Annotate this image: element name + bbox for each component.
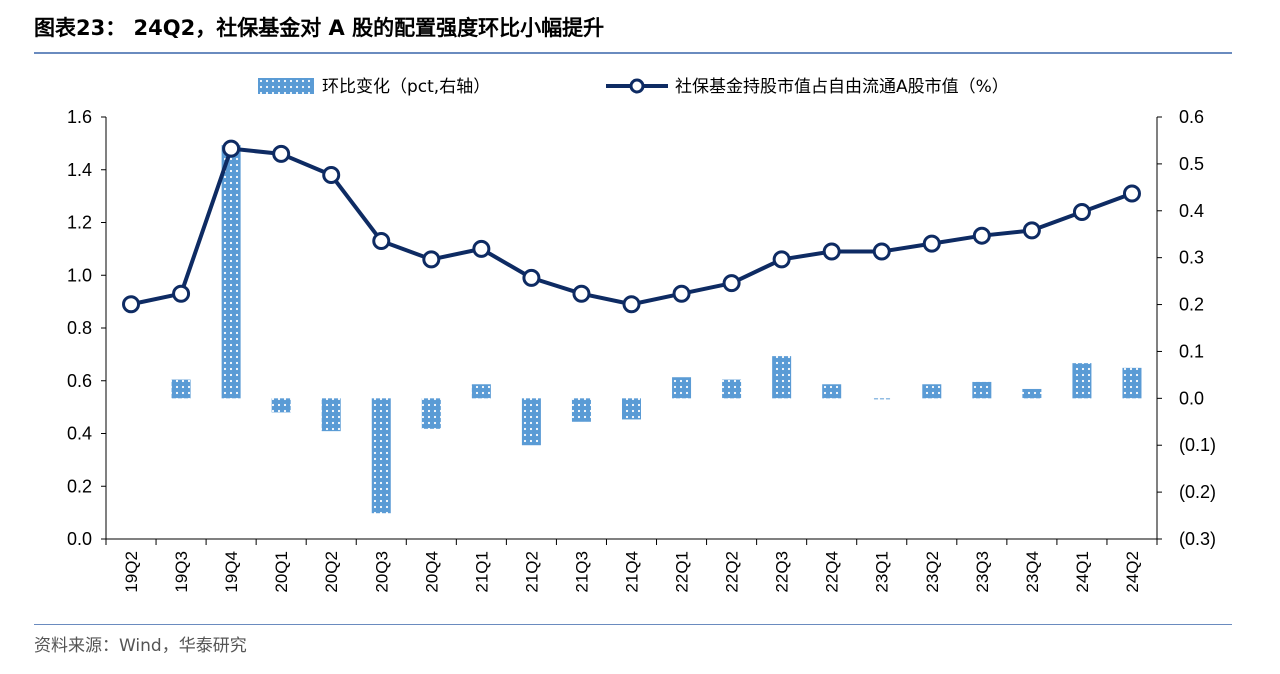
right-tick-label: 0.2 <box>1179 295 1204 315</box>
right-tick-label: (0.3) <box>1179 529 1216 549</box>
right-tick-label: 0.3 <box>1179 248 1204 268</box>
bar-21Q2 <box>521 398 541 446</box>
right-tick-label: 0.1 <box>1179 341 1204 361</box>
legend-line-marker <box>629 78 645 94</box>
right-tick-label: 0.0 <box>1179 388 1204 408</box>
bar-23Q3 <box>972 381 992 399</box>
x-tick-label: 21Q2 <box>522 551 541 593</box>
legend: 环比变化（pct,右轴） 社保基金持股市值占自由流通A股市值（%） <box>258 77 1009 97</box>
x-tick-label: 20Q4 <box>422 551 441 593</box>
bar-23Q2 <box>922 384 942 399</box>
bar-22Q4 <box>822 384 842 399</box>
bar-24Q1 <box>1072 363 1092 399</box>
right-tick-label: 0.6 <box>1179 107 1204 127</box>
legend-bar-label: 环比变化（pct,右轴） <box>322 77 490 97</box>
line-point-23Q1 <box>872 242 891 261</box>
x-tick-labels: 19Q2 19Q3 19Q4 20Q1 20Q2 20Q3 20Q4 21Q1 21Q2 21Q3… <box>122 551 1142 593</box>
line-series <box>122 139 1141 314</box>
left-tick-label: 0.6 <box>67 371 92 391</box>
bar-20Q1 <box>271 398 291 413</box>
line-point-20Q4 <box>422 250 441 269</box>
left-tick-label: 0.4 <box>67 424 92 444</box>
bar-21Q1 <box>471 384 491 399</box>
legend-bar-swatch <box>258 78 314 94</box>
x-tick-label: 19Q4 <box>222 551 241 593</box>
bar-21Q3 <box>571 398 591 422</box>
line-point-21Q1 <box>472 239 491 258</box>
bar-series <box>171 145 1142 514</box>
line-point-19Q3 <box>172 284 191 303</box>
legend-line-label: 社保基金持股市值占自由流通A股市值（%） <box>675 77 1009 97</box>
line-point-22Q3 <box>772 250 791 269</box>
bar-23Q1 <box>872 398 892 400</box>
left-tick-label: 0.2 <box>67 476 92 496</box>
line-path <box>130 146 1133 307</box>
line-point-21Q2 <box>522 268 541 287</box>
x-tick-label: 24Q2 <box>1123 551 1142 593</box>
line-point-22Q4 <box>822 242 841 261</box>
x-tick-label: 21Q4 <box>623 551 642 593</box>
line-point-23Q2 <box>922 234 941 253</box>
x-tick-label: 19Q2 <box>122 551 141 593</box>
x-tick-label: 20Q2 <box>322 551 341 593</box>
line-point-24Q2 <box>1122 184 1141 203</box>
left-tick-label: 1.6 <box>67 107 92 127</box>
line-point-21Q3 <box>572 284 591 303</box>
x-tick-label: 23Q4 <box>1023 551 1042 593</box>
x-tick-label: 22Q4 <box>823 551 842 593</box>
x-tick-label: 24Q1 <box>1073 551 1092 593</box>
bar-20Q3 <box>371 398 391 514</box>
line-point-19Q4 <box>222 139 241 158</box>
left-tick-label: 0.0 <box>67 529 92 549</box>
left-tick-label: 1.0 <box>67 265 92 285</box>
line-point-20Q2 <box>322 166 341 185</box>
top-rule <box>34 52 1232 54</box>
x-tick-label: 22Q1 <box>673 551 692 593</box>
bar-22Q2 <box>722 379 742 399</box>
line-point-19Q2 <box>122 295 141 314</box>
left-tick-label: 1.4 <box>67 160 92 180</box>
left-tick-label: 0.8 <box>67 318 92 338</box>
bar-22Q3 <box>772 356 792 399</box>
bar-20Q4 <box>421 398 441 429</box>
bar-20Q2 <box>321 398 341 432</box>
x-tick-label: 19Q3 <box>172 551 191 593</box>
bottom-rule <box>34 624 1232 625</box>
x-tick-label: 20Q1 <box>272 551 291 593</box>
source-note: 资料来源：Wind，华泰研究 <box>34 636 247 656</box>
axes: 0.0 0.2 0.4 0.6 0.8 1.0 1.2 1.4 1.6 (0.3) (0.2) (0.… <box>67 107 1216 549</box>
x-tick-label: 22Q3 <box>773 551 792 593</box>
line-point-24Q1 <box>1072 202 1091 221</box>
x-tick-label: 21Q3 <box>572 551 591 593</box>
line-point-22Q1 <box>672 284 691 303</box>
line-point-22Q2 <box>722 274 741 293</box>
line-point-23Q3 <box>972 226 991 245</box>
chart-title: 图表23： 24Q2，社保基金对 A 股的配置强度环比小幅提升 <box>34 16 605 40</box>
line-point-20Q1 <box>272 144 291 163</box>
bar-21Q4 <box>622 398 641 420</box>
left-tick-label: 1.2 <box>67 213 92 233</box>
right-tick-label: (0.2) <box>1179 482 1216 502</box>
bar-19Q4 <box>221 145 241 399</box>
x-tick-label: 23Q1 <box>873 551 892 593</box>
line-point-21Q4 <box>622 295 641 314</box>
bar-19Q3 <box>171 379 191 399</box>
bar-23Q4 <box>1022 388 1042 399</box>
right-tick-label: 0.5 <box>1179 154 1204 174</box>
right-tick-label: (0.1) <box>1179 435 1216 455</box>
x-tick-label: 20Q3 <box>372 551 391 593</box>
bar-24Q2 <box>1122 367 1142 399</box>
x-tick-label: 23Q3 <box>973 551 992 593</box>
line-point-20Q3 <box>372 231 391 250</box>
x-tick-label: 22Q2 <box>723 551 742 593</box>
x-tick-label: 21Q1 <box>472 551 491 593</box>
right-tick-label: 0.4 <box>1179 201 1204 221</box>
x-tick-label: 23Q2 <box>923 551 942 593</box>
bar-22Q1 <box>672 377 692 399</box>
line-point-23Q4 <box>1022 221 1041 240</box>
